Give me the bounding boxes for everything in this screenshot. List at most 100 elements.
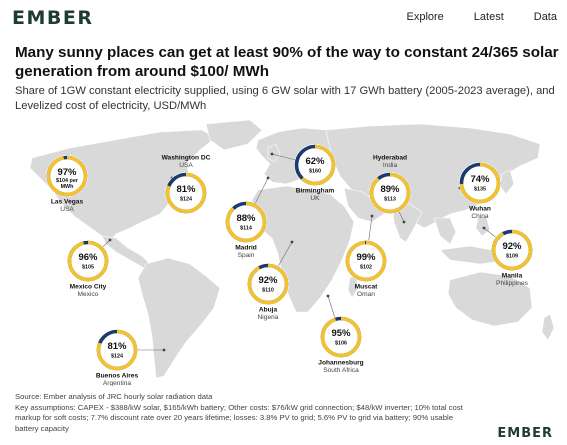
land-australia (447, 271, 533, 327)
city-name-mexico-city: Mexico City (70, 283, 107, 290)
country-name-madrid: Spain (238, 252, 255, 259)
city-dot-abuja (290, 240, 294, 244)
country-name-abuja: Nigeria (258, 314, 279, 321)
ring-background-madrid (225, 201, 267, 243)
cost-label-birmingham: $160 (309, 169, 321, 175)
nav-data[interactable]: Data (533, 11, 557, 23)
country-name-washington-dc: USA (179, 162, 193, 169)
country-name-las-vegas: USA (60, 206, 74, 213)
cost-label-buenos-aires: $124 (111, 354, 123, 360)
city-dot-muscat (370, 214, 374, 218)
chart-footer: Source: Ember analysis of JRC hourly sol… (15, 392, 475, 434)
city-dot-buenos-aires (162, 348, 166, 352)
cost-label-washington-dc: $124 (180, 197, 192, 203)
share-label-mexico-city: 96% (78, 252, 98, 263)
cost-label-johannesburg: $106 (335, 341, 347, 347)
nav-latest[interactable]: Latest (473, 11, 504, 23)
city-name-buenos-aires: Buenos Aires (96, 372, 139, 379)
cost-label-mexico-city: $105 (82, 265, 94, 271)
top-navigation-bar: EMBER Explore Latest Data (0, 0, 567, 34)
city-name-birmingham: Birmingham (296, 187, 335, 194)
ring-background-mexico-city (67, 240, 109, 282)
share-label-muscat: 99% (356, 252, 376, 263)
ring-background-abuja (247, 263, 289, 305)
city-dot-mexico-city (108, 238, 112, 242)
country-name-manila: Philippines (496, 280, 529, 287)
city-dot-madrid (266, 176, 270, 180)
chart-title: Many sunny places can get at least 90% o… (15, 44, 559, 80)
ring-background-johannesburg (320, 316, 362, 358)
city-name-manila: Manila (502, 272, 523, 279)
assumptions-note: Key assumptions: CAPEX - $388/kW solar, … (15, 402, 463, 433)
nav-explore[interactable]: Explore (406, 11, 444, 23)
cost-label-hyderabad: $113 (384, 197, 396, 203)
land-new-zealand (541, 313, 555, 341)
ring-share-madrid (225, 201, 267, 243)
ring-share-birmingham (294, 144, 336, 186)
country-name-buenos-aires: Argentina (103, 380, 132, 386)
city-name-hyderabad: Hyderabad (373, 155, 407, 162)
main-nav: Explore Latest Data (406, 11, 557, 23)
ring-share-washington-dc (165, 172, 207, 214)
city-name-wuhan: Wuhan (469, 205, 491, 212)
cost-label-wuhan: $135 (474, 187, 486, 193)
city-dot-hyderabad (402, 220, 406, 224)
ring-background-manila (491, 229, 533, 271)
ring-share-johannesburg (320, 316, 362, 358)
country-name-johannesburg: South Africa (323, 367, 359, 374)
ring-background-wuhan (459, 162, 501, 204)
cost-label-muscat: $102 (360, 265, 372, 271)
share-label-madrid: 88% (236, 213, 256, 224)
country-name-mexico-city: Mexico (78, 291, 99, 298)
city-name-johannesburg: Johannesburg (318, 359, 363, 366)
city-name-muscat: Muscat (355, 283, 379, 290)
footer-ember-logo: EMBER (497, 426, 553, 441)
ring-background-hyderabad (369, 172, 411, 214)
source-note: Source: Ember analysis of JRC hourly sol… (15, 392, 213, 401)
ring-share-buenos-aires (96, 329, 138, 371)
land-greenland (205, 119, 263, 151)
city-dot-johannesburg (326, 294, 330, 298)
city-name-madrid: Madrid (235, 244, 257, 251)
ring-share-abuja (247, 263, 289, 305)
land-south-america (137, 257, 221, 379)
city-dot-manila (482, 226, 486, 230)
world-land-shapes (29, 119, 555, 379)
ring-share-manila (491, 229, 533, 271)
share-label-hyderabad: 89% (380, 184, 400, 195)
country-name-muscat: Oman (357, 291, 375, 298)
ember-logo[interactable]: EMBER (12, 7, 94, 29)
ring-share-wuhan (459, 162, 501, 204)
ring-share-mexico-city (67, 240, 109, 282)
country-name-hyderabad: India (383, 162, 398, 169)
city-name-abuja: Abuja (259, 306, 278, 313)
ring-background-buenos-aires (96, 329, 138, 371)
ring-share-muscat (345, 240, 387, 282)
share-label-birmingham: 62% (305, 156, 325, 167)
cost-label-unit-las-vegas: MWh (61, 184, 74, 190)
city-name-washington-dc: Washington DC (162, 155, 211, 162)
share-label-washington-dc: 81% (176, 184, 196, 195)
share-label-wuhan: 74% (470, 174, 490, 185)
world-map-chart: 97% $104 per MWh Las Vegas USA 81% $124 Washing… (10, 118, 562, 386)
land-uk (267, 143, 281, 163)
land-southeast-asia (433, 217, 457, 245)
share-label-abuja: 92% (258, 275, 278, 286)
ring-background-birmingham (294, 144, 336, 186)
city-name-las-vegas: Las Vegas (51, 198, 84, 205)
ring-background-washington-dc (165, 172, 207, 214)
ring-share-las-vegas (46, 155, 88, 197)
share-label-buenos-aires: 81% (107, 341, 127, 352)
